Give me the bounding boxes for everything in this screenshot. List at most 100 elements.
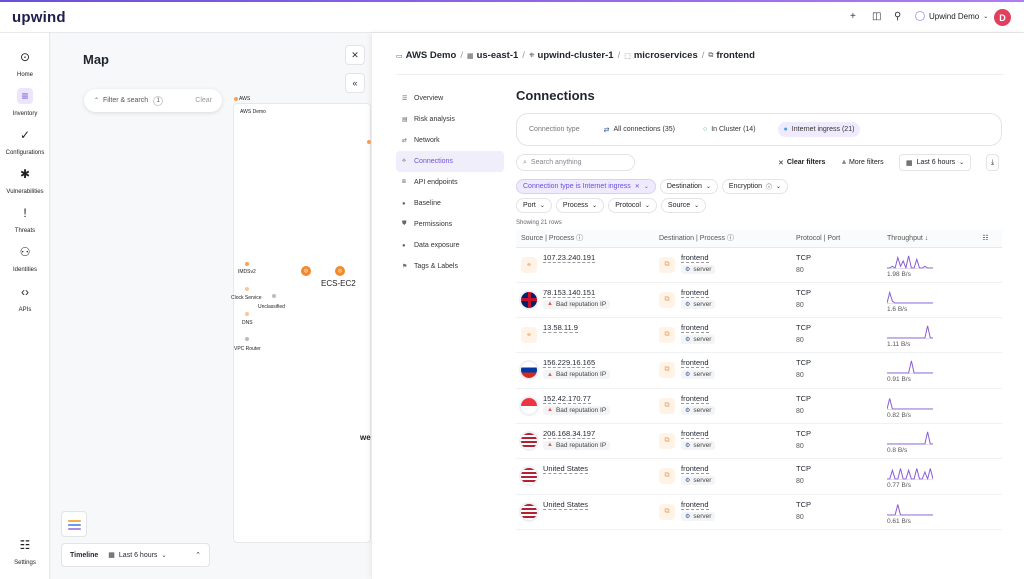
table-row[interactable]: 206.168.34.197 ▲ Bad reputation IP ⧉ fron… xyxy=(516,423,1002,460)
destination-name[interactable]: frontend xyxy=(681,358,709,369)
nav-vulnerabilities[interactable]: ✱ Vulnerabilities xyxy=(0,166,50,195)
collapse-panel-button[interactable]: « xyxy=(345,73,365,93)
timeline-range[interactable]: Last 6 hours xyxy=(118,551,158,559)
source-address[interactable]: 156.229.16.165 xyxy=(543,358,596,369)
subnav-connections[interactable]: ⟡ Connections xyxy=(396,151,504,172)
source-address[interactable]: 78.153.140.151 xyxy=(543,287,596,298)
destination-name[interactable]: frontend xyxy=(681,393,709,404)
subnav-baseline[interactable]: ● Baseline xyxy=(396,193,504,214)
node-dot[interactable] xyxy=(245,287,249,291)
destination-name[interactable]: frontend xyxy=(681,252,709,263)
subnav-tags-labels[interactable]: ⚑ Tags & Labels xyxy=(396,256,504,277)
subnav-api-endpoints[interactable]: ⧈ API endpoints xyxy=(396,172,504,193)
destination-name[interactable]: frontend xyxy=(681,287,709,298)
node-dot[interactable] xyxy=(245,337,249,341)
remove-icon[interactable]: ✕ xyxy=(634,184,640,190)
connection-type-option[interactable]: ○ In Cluster (14) xyxy=(697,122,762,137)
table-row[interactable]: United States ⧉ frontend ⚙ server TCP 80 0… xyxy=(516,458,1002,495)
filter-chip[interactable]: Source ⌄ xyxy=(660,198,707,213)
column-settings[interactable]: ☷ xyxy=(964,230,1002,248)
close-panel-button[interactable]: ✕ xyxy=(345,45,365,65)
breadcrumb-item[interactable]: upwind-cluster-1 xyxy=(537,50,614,61)
node-vpc-router[interactable]: VPC Router xyxy=(234,346,261,352)
table-row[interactable]: ⚭ 13.58.11.9 ⧉ frontend ⚙ server TCP 80 1.… xyxy=(516,317,1002,354)
breadcrumb-item[interactable]: frontend xyxy=(716,50,755,61)
search-input[interactable]: ⌕ Search anything xyxy=(516,154,635,171)
table-row[interactable]: 78.153.140.151 ▲ Bad reputation IP ⧉ fron… xyxy=(516,282,1002,319)
export-button[interactable]: ⤓ xyxy=(986,154,1000,171)
node-dns[interactable]: DNS xyxy=(242,320,253,326)
activity-icon[interactable]: ⚲ xyxy=(894,11,902,22)
breadcrumb-item[interactable]: microservices xyxy=(633,50,698,61)
source-address[interactable]: United States xyxy=(543,499,589,510)
timeline-bar[interactable]: Timeline ▦ Last 6 hours ⌄ ⌃ xyxy=(61,543,210,567)
column-destination[interactable]: Destination | Process ⓘ xyxy=(654,230,791,248)
node-imdsv2[interactable]: IMDSv2 xyxy=(238,269,256,275)
node-unclassified[interactable]: Unclassified xyxy=(258,304,285,310)
node-clock-service[interactable]: Clock Service xyxy=(231,295,262,301)
subnav-permissions[interactable]: ⛊ Permissions xyxy=(396,214,504,235)
node-dot[interactable] xyxy=(245,262,249,266)
destination-name[interactable]: frontend xyxy=(681,499,709,510)
source-address[interactable]: 206.168.34.197 xyxy=(543,428,596,439)
breadcrumb-item[interactable]: AWS Demo xyxy=(405,50,457,61)
clear-filters-button[interactable]: ✕ Clear filters xyxy=(778,154,825,171)
source-address[interactable]: 13.58.11.9 xyxy=(543,323,578,334)
table-row[interactable]: United States ⧉ frontend ⚙ server TCP 80 0… xyxy=(516,494,1002,530)
nav-settings[interactable]: ☷ Settings xyxy=(0,537,50,566)
destination-name[interactable]: frontend xyxy=(681,464,709,475)
time-range-select[interactable]: ▦ Last 6 hours ⌄ xyxy=(899,154,972,171)
user-menu[interactable]: Upwind Demo ⌄ xyxy=(915,11,988,21)
node-ecs-ec2[interactable]: ECS-EC2 xyxy=(321,279,356,288)
connection-type-option[interactable]: ● Internet ingress (21) xyxy=(777,122,861,137)
node-dot[interactable] xyxy=(234,97,238,101)
table-row[interactable]: 152.42.170.77 ▲ Bad reputation IP ⧉ front… xyxy=(516,388,1002,424)
filter-chip[interactable]: Port ⌄ xyxy=(516,198,552,213)
node-we[interactable]: we xyxy=(360,433,371,442)
subnav-data-exposure[interactable]: ● Data exposure xyxy=(396,235,504,256)
ecs-node-icon[interactable]: ◎ xyxy=(335,266,345,276)
node-dot[interactable] xyxy=(367,140,371,144)
source-address[interactable]: 107.23.240.191 xyxy=(543,252,596,263)
app-logo[interactable]: upwind xyxy=(12,9,66,26)
filter-search-pill[interactable]: ⌃ Filter & search 1 Clear xyxy=(84,89,222,112)
nav-home[interactable]: ⊙ Home xyxy=(0,49,50,78)
node-dot[interactable] xyxy=(245,312,249,316)
nav-threats[interactable]: ! Threats xyxy=(0,205,50,234)
layers-button[interactable] xyxy=(61,511,87,537)
filter-chip[interactable]: Encryption ⓘ ⌄ xyxy=(721,179,789,194)
node-dot[interactable] xyxy=(272,294,276,298)
column-protocol[interactable]: Protocol | Port xyxy=(791,230,882,248)
filter-chip[interactable]: Protocol ⌄ xyxy=(608,198,657,213)
avatar[interactable]: D xyxy=(994,9,1011,26)
nav-inventory[interactable]: ≡ Inventory xyxy=(0,88,50,117)
breadcrumb-item[interactable]: us-east-1 xyxy=(476,50,519,61)
book-icon[interactable]: ◫ xyxy=(872,11,882,22)
nav-apis[interactable]: ‹› APIs xyxy=(0,284,50,313)
filter-chip[interactable]: Destination ⌄ xyxy=(659,179,718,194)
add-icon[interactable]: + xyxy=(850,11,856,22)
clear-filter-button[interactable]: Clear xyxy=(195,97,212,104)
node-aws[interactable]: AWS xyxy=(239,96,251,102)
connection-type-option[interactable]: ⇄ All connections (35) xyxy=(598,122,681,138)
nav-identities[interactable]: ⚇ Identities xyxy=(0,244,50,273)
column-throughput[interactable]: Throughput ↓ xyxy=(882,230,964,248)
table-row[interactable]: 156.229.16.165 ▲ Bad reputation IP ⧉ fron… xyxy=(516,352,1002,389)
ecs-node-icon[interactable]: ◎ xyxy=(301,266,311,276)
subnav-network[interactable]: ⇄ Network xyxy=(396,130,504,151)
expand-icon[interactable]: ⌃ xyxy=(195,552,201,559)
filter-chip[interactable]: Process ⌄ xyxy=(555,198,605,213)
subnav-overview[interactable]: ☰ Overview xyxy=(396,88,504,109)
map-canvas[interactable]: AWS Demo xyxy=(233,103,371,543)
more-filters-button[interactable]: ⩓ More filters xyxy=(842,154,884,171)
destination-name[interactable]: frontend xyxy=(681,323,709,334)
node-aws-demo[interactable]: AWS Demo xyxy=(240,109,266,115)
column-source[interactable]: Source | Process ⓘ xyxy=(516,230,654,248)
nav-configurations[interactable]: ✓ Configurations xyxy=(0,127,50,156)
table-row[interactable]: ⚭ 107.23.240.191 ⧉ frontend ⚙ server TCP 8… xyxy=(516,247,1002,283)
destination-name[interactable]: frontend xyxy=(681,428,709,439)
subnav-risk-analysis[interactable]: ▤ Risk analysis xyxy=(396,109,504,130)
filter-chip[interactable]: Connection type is Internet ingress ✕ ⌄ xyxy=(516,179,656,194)
source-address[interactable]: United States xyxy=(543,464,589,475)
source-address[interactable]: 152.42.170.77 xyxy=(543,393,591,404)
